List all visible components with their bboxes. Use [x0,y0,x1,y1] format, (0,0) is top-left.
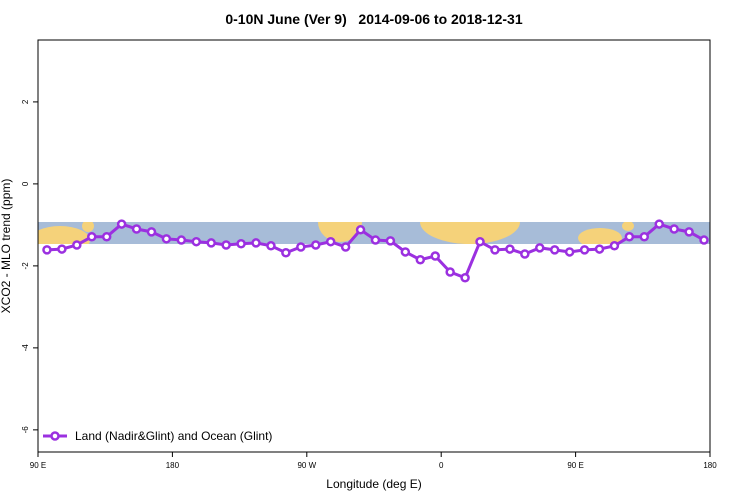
data-point [176,235,187,245]
y-tick-label: -2 [21,262,30,270]
data-point [340,242,351,252]
data-point [236,238,246,249]
data-point [87,232,97,242]
y-axis-label: XCO2 - MLO trend (ppm) [0,179,13,314]
data-point [221,240,231,250]
chart-title: 0-10N June (Ver 9) 2014-09-06 to 2018-12… [225,11,522,27]
data-point [131,224,142,234]
x-tick-label: 90 W [297,461,316,470]
x-tick-label: 90 E [30,461,46,470]
data-point [475,236,485,247]
data-point [609,241,620,251]
data-point [699,235,709,245]
data-point [445,267,455,277]
plot-frame [37,39,711,453]
data-point [460,273,470,283]
data-point [430,251,440,261]
data-point [311,240,321,250]
data-point [42,245,52,255]
y-tick-label: 0 [21,181,30,186]
y-tick-label: 2 [21,99,30,104]
x-tick-label: 90 E [567,461,583,470]
legend-marker [50,431,60,441]
data-point [505,244,515,254]
map-strip [38,222,710,244]
data-point [57,244,67,254]
y-tick-label: -4 [21,344,30,352]
data-point [355,225,366,235]
data-point [116,219,127,229]
data-point [281,248,291,258]
data-point [146,227,157,237]
data-point [266,241,276,251]
data-point [520,249,530,259]
legend-label: Land (Nadir&Glint) and Ocean (Glint) [75,429,272,443]
data-point [400,247,411,257]
data-point [206,238,216,248]
data-point [594,244,605,254]
x-tick-label: 180 [166,461,180,470]
x-tick-label: 180 [703,461,717,470]
data-point [549,245,560,255]
data-point [490,245,500,255]
data-point [296,242,306,252]
x-axis-label: Longitude (deg E) [326,477,421,491]
data-point [579,245,590,255]
data-point [101,232,112,242]
data-point [251,238,261,248]
data-point [325,236,336,247]
y-tick-label: -6 [21,426,30,434]
data-point [669,224,679,234]
data-point [624,232,635,242]
x-tick-label: 0 [439,461,444,470]
data-point [639,232,650,242]
data-point [370,235,381,245]
data-point [161,234,172,244]
data-point [191,236,202,247]
data-point [535,243,545,253]
data-point [415,254,426,265]
data-point [72,240,82,250]
data-point [385,236,396,246]
data-point [654,219,664,229]
data-point [684,227,694,237]
data-point [564,247,575,257]
